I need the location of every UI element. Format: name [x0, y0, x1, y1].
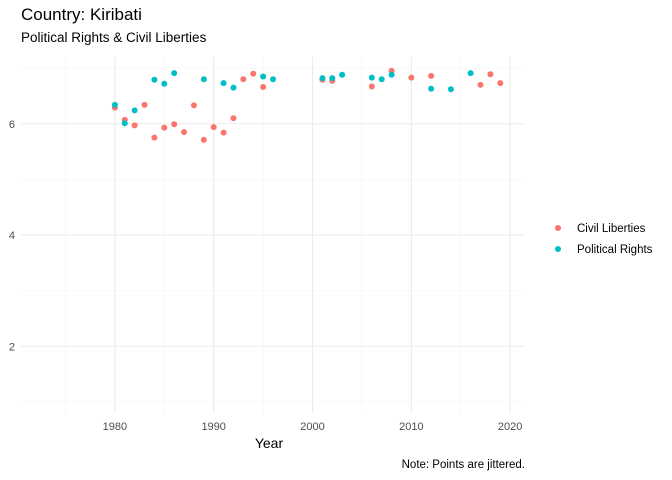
x-tick-label: 2020 [498, 421, 522, 433]
political-rights-point [339, 71, 346, 78]
civil-liberties-point [368, 83, 375, 90]
political-rights-point [368, 74, 375, 81]
civil-liberties-point [220, 129, 227, 136]
civil-liberties-point [428, 72, 435, 79]
legend-key-civil-liberties [555, 225, 561, 231]
political-rights-point [260, 73, 267, 80]
y-tick-label: 6 [9, 119, 15, 131]
political-rights-point [121, 120, 128, 127]
legend-label-civil-liberties: Civil Liberties [577, 223, 646, 235]
political-rights-point [319, 75, 326, 82]
data-points [111, 67, 504, 143]
political-rights-point [447, 86, 454, 93]
tick-labels: 1980 1990 2000 2010 2020 2 4 6 [9, 119, 523, 433]
political-rights-point [220, 80, 227, 87]
civil-liberties-point [141, 101, 148, 108]
political-rights-point [270, 76, 276, 83]
political-rights-point [171, 70, 178, 77]
x-tick-label: 2000 [300, 421, 324, 433]
political-rights-point [131, 107, 138, 114]
political-rights-point [329, 75, 336, 82]
civil-liberties-point [210, 124, 217, 131]
y-tick-label: 4 [9, 230, 15, 242]
x-tick-label: 2010 [399, 421, 423, 433]
political-rights-point [111, 101, 118, 108]
x-axis-title: Year [255, 435, 284, 451]
civil-liberties-point [200, 136, 207, 143]
chart-caption: Note: Points are jittered. [401, 459, 525, 471]
civil-liberties-point [477, 81, 484, 88]
chart-subtitle: Political Rights & Civil Liberties [21, 30, 207, 45]
political-rights-point [200, 76, 207, 83]
civil-liberties-point [487, 71, 494, 78]
x-tick-label: 1980 [103, 421, 127, 433]
civil-liberties-point [408, 74, 415, 81]
civil-liberties-point [250, 70, 257, 77]
political-rights-point [388, 71, 395, 78]
civil-liberties-point [151, 134, 158, 141]
political-rights-point [151, 76, 158, 83]
civil-liberties-point [497, 80, 504, 87]
civil-liberties-point [181, 129, 188, 136]
x-tick-label: 1990 [201, 421, 225, 433]
chart-title: Country: Kiribati [21, 5, 142, 24]
civil-liberties-point [131, 122, 138, 129]
political-rights-point [161, 80, 168, 87]
grid [21, 57, 525, 413]
legend-key-political-rights [555, 246, 561, 252]
political-rights-point [428, 85, 435, 92]
civil-liberties-point [190, 102, 197, 109]
civil-liberties-point [260, 84, 267, 91]
legend: Civil Liberties Political Rights [555, 223, 653, 256]
political-rights-point [378, 76, 385, 83]
civil-liberties-point [230, 115, 237, 122]
y-tick-label: 2 [9, 341, 15, 353]
political-rights-point [467, 70, 474, 77]
political-rights-point [230, 84, 237, 91]
civil-liberties-point [240, 76, 247, 83]
civil-liberties-point [171, 121, 178, 128]
civil-liberties-point [161, 124, 168, 131]
legend-label-political-rights: Political Rights [577, 244, 653, 256]
